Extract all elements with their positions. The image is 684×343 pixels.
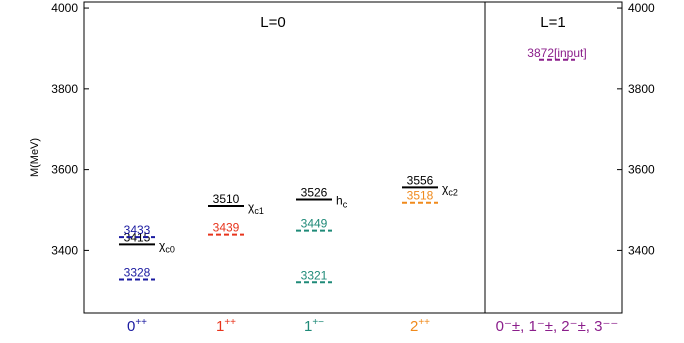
y-axis-right: 3400 3600 3800 4000 <box>617 1 655 257</box>
state-name: χc2 <box>442 181 458 197</box>
y-tick-label-left: 4000 <box>51 1 78 15</box>
experimental-level-label: 3510 <box>213 192 240 206</box>
panel-title: L=1 <box>540 14 565 31</box>
predicted-level-label: 3433 <box>124 223 151 237</box>
y-axis-left: 3400 3600 3800 4000 <box>51 1 89 257</box>
plot-frame <box>83 1 623 314</box>
y-tick-label-right: 3400 <box>628 243 655 257</box>
experimental-level-label: 3526 <box>301 186 328 200</box>
y-axis-title: M(MeV) <box>29 138 41 177</box>
predicted-level-label: 3449 <box>301 217 328 231</box>
y-tick-label-left: 3400 <box>51 243 78 257</box>
state-name: χc1 <box>248 200 264 216</box>
y-tick-label-right: 3600 <box>628 163 655 177</box>
state-name: χc0 <box>159 238 175 254</box>
predicted-level-label: 3518 <box>407 189 434 203</box>
predicted-level-label: 3439 <box>213 221 240 235</box>
y-tick-label-left: 3600 <box>51 163 78 177</box>
panel-titles: L=0 L=1 <box>260 14 565 31</box>
predicted-level-label: 3328 <box>124 265 151 279</box>
plot-border <box>83 1 623 314</box>
y-tick-label-left: 3800 <box>51 82 78 96</box>
predicted-level-label: 3321 <box>301 268 328 282</box>
y-tick-label-right: 4000 <box>628 1 655 15</box>
jpc-label: 0++ <box>127 317 147 335</box>
panel-title: L=0 <box>260 14 285 31</box>
predicted-level-label: 3872[input] <box>527 46 586 60</box>
jpc-label: 1++ <box>216 317 236 335</box>
jpc-label: 0⁻±, 1⁻±, 2⁻±, 3⁻⁻ <box>496 318 619 335</box>
y-tick-label-right: 3800 <box>628 82 655 96</box>
jpc-label: 2++ <box>410 317 430 335</box>
experimental-level-label: 3556 <box>407 173 434 187</box>
state-name: hc <box>336 194 348 210</box>
jpc-labels: 0++ 1++ 1+− 2++ 0⁻±, 1⁻±, 2⁻±, 3⁻⁻ <box>127 317 618 335</box>
jpc-label: 1+− <box>304 317 324 335</box>
